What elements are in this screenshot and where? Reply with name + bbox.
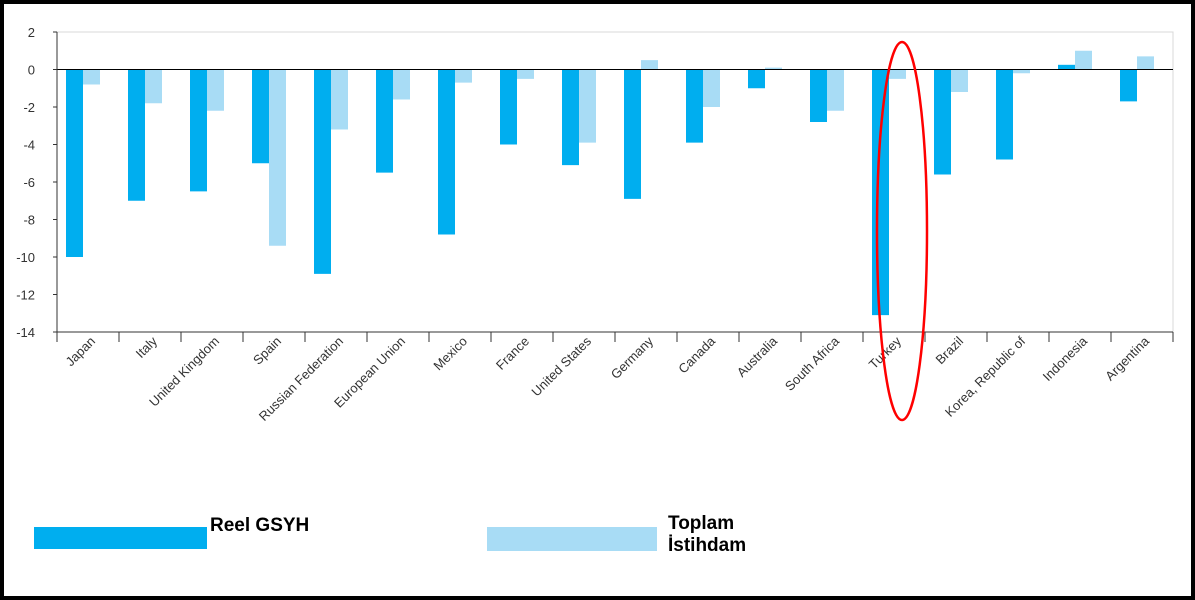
x-category-label: Indonesia [1040,333,1091,384]
bar-toplam-istihdam-united-states [579,69,596,143]
y-tick-label: -2 [23,100,35,115]
bar-toplam-istihdam-france [517,69,534,79]
bar-toplam-istihdam-argentina [1137,56,1154,70]
bar-toplam-istihdam-korea-republic-of [1013,69,1030,74]
y-tick-label: -14 [16,325,35,340]
bar-reel-gsyh-mexico [438,69,455,235]
bar-reel-gsyh-united-states [562,69,579,166]
bar-reel-gsyh-canada [686,69,703,143]
bar-reel-gsyh-france [500,69,517,145]
y-tick-labels: 2 0 -2 -4 -6 -8 -10 -12 -14 [16,25,35,340]
x-category-label: Australia [734,333,781,380]
x-category-label: Spain [250,334,284,368]
bar-toplam-istihdam-russian-federation [331,69,348,130]
x-category-label: South Africa [782,333,843,394]
y-tick-label: -8 [23,213,35,228]
y-tick-label: -10 [16,250,35,265]
highlight-ellipse [875,40,929,422]
bar-reel-gsyh-japan [66,69,83,257]
x-category-label: Argentina [1102,333,1153,384]
y-tick-label: 0 [28,63,35,78]
bar-reel-gsyh-turkey [872,69,889,316]
bar-reel-gsyh-australia [748,69,765,89]
bar-toplam-istihdam-italy [145,69,162,104]
bar-reel-gsyh-russian-federation [314,69,331,274]
bar-reel-gsyh-spain [252,69,269,164]
x-category-label: Canada [675,333,718,376]
y-tick-label: -12 [16,288,35,303]
y-tick-label: -4 [23,138,35,153]
bar-reel-gsyh-italy [128,69,145,201]
bar-toplam-istihdam-germany [641,60,658,70]
bar-toplam-istihdam-australia [765,67,782,70]
x-category-label: Brazil [933,333,967,367]
highlight-annotation [875,40,929,422]
bar-reel-gsyh-argentina [1120,69,1137,102]
bar-toplam-istihdam-spain [269,69,286,246]
x-category-label: Italy [133,333,161,361]
bar-toplam-istihdam-united-kingdom [207,69,224,111]
bar-toplam-istihdam-european-union [393,69,410,100]
bar-reel-gsyh-indonesia [1058,64,1075,70]
legend-swatch-toplam-istihdam [487,527,657,551]
bar-toplam-istihdam-turkey [889,69,906,79]
plot-area [56,31,1174,333]
bar-toplam-istihdam-brazil [951,69,968,92]
x-category-label: France [493,334,532,373]
x-category-label: Mexico [430,334,470,374]
bar-toplam-istihdam-mexico [455,69,472,83]
bars [66,50,1154,316]
bar-reel-gsyh-united-kingdom [190,69,207,192]
legend-label-reel-gsyh: Reel GSYH [210,515,310,536]
bar-reel-gsyh-brazil [934,69,951,175]
plot-border [56,31,1174,333]
bar-reel-gsyh-germany [624,69,641,199]
bar-reel-gsyh-korea-republic-of [996,69,1013,160]
y-tick-label: 2 [28,25,35,40]
bar-toplam-istihdam-indonesia [1075,50,1092,70]
bar-reel-gsyh-european-union [376,69,393,173]
x-category-label: Japan [62,334,98,370]
bar-reel-gsyh-south-africa [810,69,827,122]
x-category-label: United States [528,333,594,399]
legend-swatch-reel-gsyh [34,527,207,549]
bar-toplam-istihdam-canada [703,69,720,107]
axes [53,31,1174,342]
bar-toplam-istihdam-japan [83,69,100,85]
y-tick-label: -6 [23,175,35,190]
bar-toplam-istihdam-south-africa [827,69,844,111]
legend-label-toplam-istihdam: Toplam İstihdam [668,513,747,556]
